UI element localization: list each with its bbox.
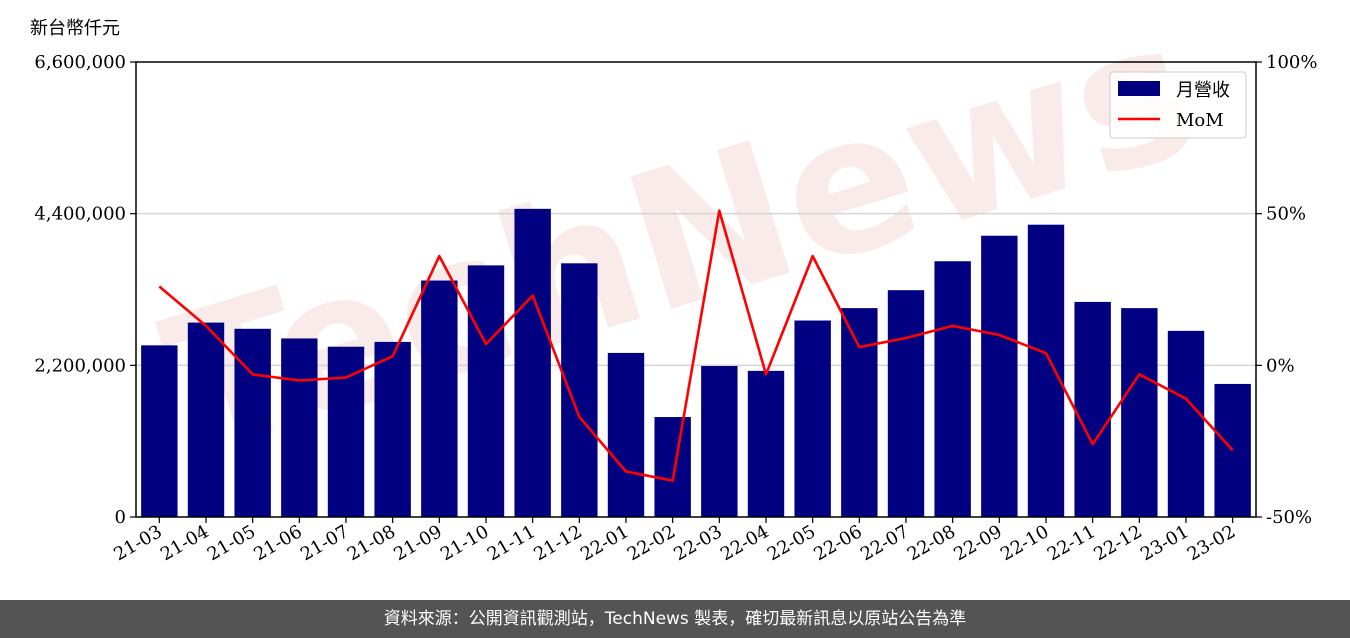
plot-border [135, 61, 1257, 518]
legend-label-mom: MoM [1176, 110, 1224, 131]
bar-22-02 [654, 417, 691, 517]
x-tick-label: 21-04 [157, 521, 212, 565]
bar-22-01 [607, 352, 645, 517]
x-tick-label: 21-05 [204, 521, 259, 565]
right-tick-label: 0% [1266, 355, 1295, 376]
left-tick-label: 0 [115, 507, 126, 528]
x-tick-label: 22-05 [764, 521, 819, 565]
bar-22-04 [747, 370, 785, 517]
left-tick-label: 6,600,000 [34, 52, 126, 73]
source-footer: 資料來源：公開資訊觀測站，TechNews 製表，確切最新訊息以原站公告為準 [0, 600, 1350, 638]
bar-21-05 [234, 328, 271, 517]
bar-22-03 [701, 366, 738, 517]
right-tick-label: 50% [1266, 204, 1306, 225]
bar-21-08 [374, 341, 411, 517]
bar-23-01 [1167, 330, 1205, 517]
legend[interactable]: 月營收 MoM [1109, 71, 1247, 139]
y-axis-unit-label: 新台幣仟元 [30, 18, 120, 39]
x-tick-label: 22-09 [950, 521, 1005, 565]
x-tick-label: 22-11 [1044, 521, 1099, 565]
bar-23-02 [1214, 383, 1251, 517]
x-tick-label: 22-12 [1090, 521, 1145, 565]
x-tick-label: 21-09 [390, 521, 445, 565]
x-tick-label: 21-06 [250, 521, 305, 565]
bar-21-10 [467, 265, 505, 517]
x-tick-label: 21-10 [437, 521, 492, 565]
legend-swatch-revenue [1118, 81, 1160, 96]
bar-22-10 [1027, 224, 1065, 518]
bar-22-12 [1121, 308, 1158, 517]
x-tick-label: 22-02 [624, 521, 679, 565]
x-tick-label: 21-07 [297, 521, 352, 565]
revenue-chart: TechNews 02,200,0004,400,0006,600,000-50… [34, 0, 1317, 565]
bar-series-monthly-revenue [141, 208, 1251, 518]
bar-21-09 [421, 280, 458, 517]
bar-22-07 [887, 290, 925, 517]
x-tick-label: 21-11 [484, 521, 539, 565]
bar-22-08 [934, 261, 971, 517]
line-series-mom [158, 209, 1234, 482]
x-tick-label: 22-06 [810, 521, 865, 565]
bar-21-11 [514, 208, 551, 517]
bar-21-04 [187, 322, 225, 517]
bar-21-07 [327, 346, 365, 517]
bar-21-03 [141, 345, 178, 517]
bar-22-06 [841, 308, 878, 517]
x-tick-label: 22-10 [997, 521, 1052, 565]
left-tick-label: 2,200,000 [34, 355, 126, 376]
mom-line [158, 209, 1234, 482]
bar-22-09 [981, 235, 1018, 517]
bar-21-06 [281, 338, 318, 517]
legend-label-revenue: 月營收 [1176, 80, 1230, 101]
right-tick-label: 100% [1266, 52, 1317, 73]
grid-lines [136, 212, 1256, 367]
x-tick-label: 21-08 [344, 521, 399, 565]
x-tick-label: 22-03 [670, 521, 725, 565]
x-tick-label: 22-01 [577, 521, 632, 565]
x-tick-label: 23-02 [1184, 521, 1239, 565]
right-tick-label: -50% [1266, 507, 1312, 528]
plot-frame [135, 61, 1257, 518]
x-tick-label: 22-07 [857, 521, 912, 565]
bar-21-12 [561, 263, 598, 517]
left-tick-label: 4,400,000 [34, 204, 126, 225]
bar-22-05 [794, 320, 831, 517]
x-tick-label: 21-12 [530, 521, 585, 565]
bar-22-11 [1074, 301, 1111, 517]
x-tick-label: 22-08 [904, 521, 959, 565]
x-tick-label: 22-04 [717, 521, 772, 565]
x-tick-label: 23-01 [1137, 521, 1192, 565]
